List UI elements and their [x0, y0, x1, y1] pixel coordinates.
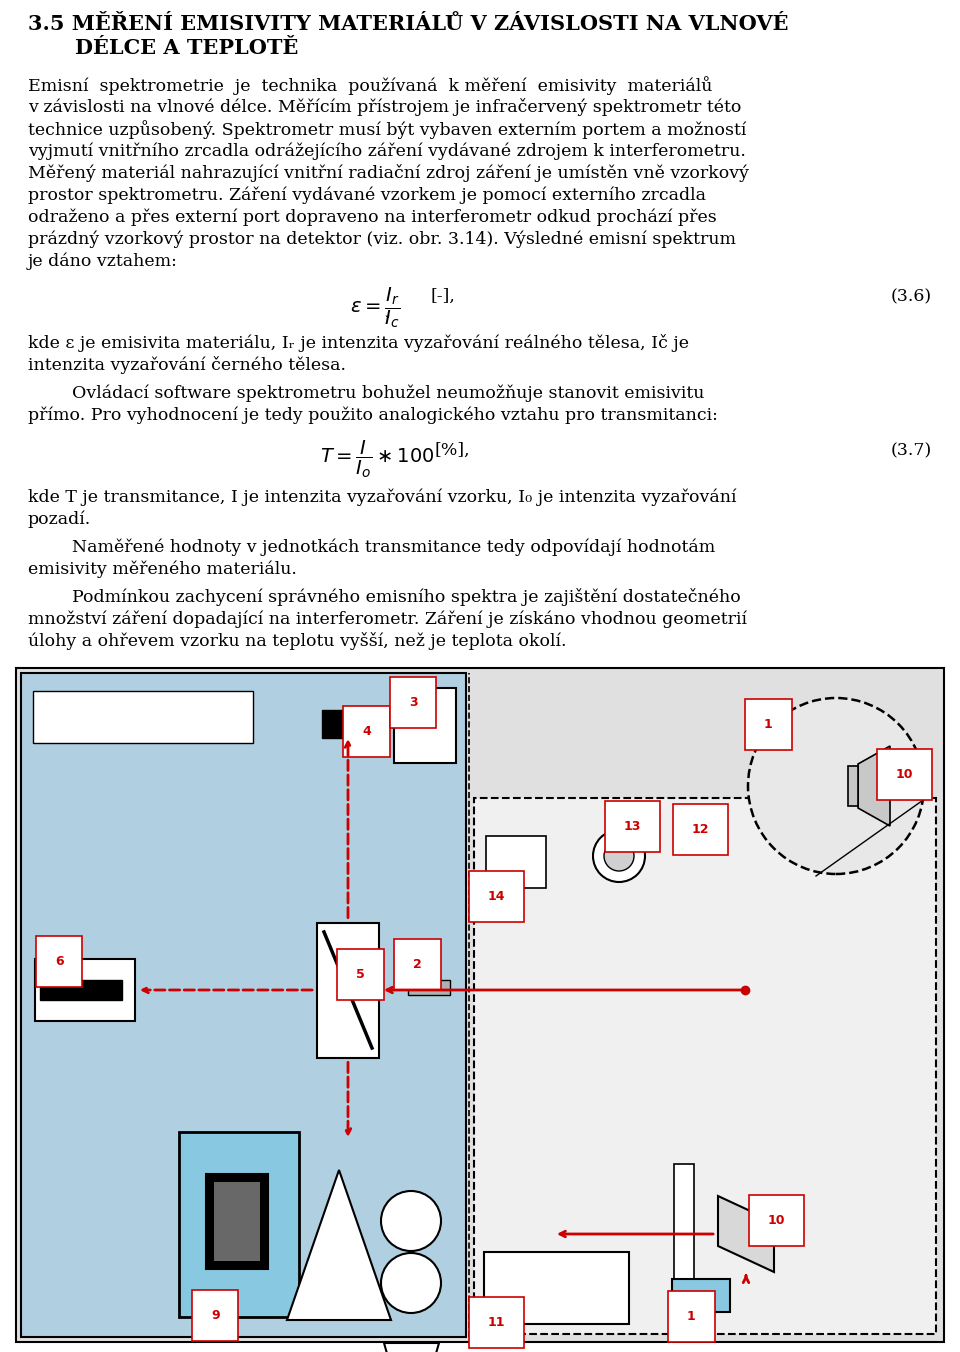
- Text: v závislosti na vlnové délce. Měřícím přístrojem je infračervený spektrometr tét: v závislosti na vlnové délce. Měřícím př…: [28, 97, 741, 116]
- Text: $\varepsilon = \dfrac{I_r}{I_{\check{c}}}$: $\varepsilon = \dfrac{I_r}{I_{\check{c}}…: [350, 285, 400, 330]
- Text: Podmínkou zachycení správného emisního spektra je zajištění dostatečného: Podmínkou zachycení správného emisního s…: [28, 588, 741, 606]
- Polygon shape: [858, 746, 890, 826]
- Bar: [322, 710, 374, 738]
- Bar: [484, 1252, 629, 1324]
- Text: 3: 3: [409, 696, 418, 708]
- Text: kde T je transmitance, I je intenzita vyzařování vzorku, I₀ je intenzita vyzařov: kde T je transmitance, I je intenzita vy…: [28, 488, 736, 506]
- Text: množství záření dopadající na interferometr. Záření je získáno vhodnou geometrií: množství záření dopadající na interferom…: [28, 610, 747, 627]
- Bar: [214, 1182, 260, 1261]
- Text: Naměřené hodnoty v jednotkách transmitance tedy odpovídají hodnotám: Naměřené hodnoty v jednotkách transmitan…: [28, 538, 715, 556]
- Text: prázdný vzorkový prostor na detektor (viz. obr. 3.14). Výsledné emisní spektrum: prázdný vzorkový prostor na detektor (vi…: [28, 230, 736, 247]
- Text: $T = \dfrac{I}{I_o} \ast 100$: $T = \dfrac{I}{I_o} \ast 100$: [320, 439, 435, 480]
- Bar: [16, 668, 944, 1343]
- Circle shape: [604, 841, 634, 871]
- Text: DÉLCE A TEPLOTĚ: DÉLCE A TEPLOTĚ: [75, 38, 299, 58]
- Text: 1: 1: [764, 718, 773, 731]
- Text: 9: 9: [211, 1309, 220, 1322]
- Text: Měřený materiál nahrazující vnitřní radiační zdroj záření je umístěn vně vzorkov: Měřený materiál nahrazující vnitřní radi…: [28, 164, 749, 183]
- Text: 14: 14: [488, 890, 506, 903]
- Text: 3.5 MĚŘENÍ EMISIVITY MATERIÁLŮ V ZÁVISLOSTI NA VLNOVÉ: 3.5 MĚŘENÍ EMISIVITY MATERIÁLŮ V ZÁVISLO…: [28, 14, 788, 34]
- Bar: [179, 1132, 299, 1317]
- Text: 5: 5: [356, 968, 365, 982]
- Text: kde ε je emisivita materiálu, Iᵣ je intenzita vyzařování reálného tělesa, Ič je: kde ε je emisivita materiálu, Iᵣ je inte…: [28, 334, 689, 352]
- Text: [%],: [%],: [435, 442, 470, 458]
- Bar: [35, 959, 135, 1021]
- Text: je dáno vztahem:: je dáno vztahem:: [28, 251, 178, 269]
- Text: technice uzpůsobený. Spektrometr musí být vybaven externím portem a možností: technice uzpůsobený. Spektrometr musí bý…: [28, 120, 746, 139]
- Circle shape: [381, 1191, 441, 1251]
- Bar: [317, 922, 379, 1057]
- Text: intenzita vyzařování černého tělesa.: intenzita vyzařování černého tělesa.: [28, 356, 346, 375]
- Text: 2: 2: [413, 959, 421, 971]
- Bar: [672, 1279, 730, 1311]
- Bar: [33, 691, 253, 744]
- Text: emisivity měřeného materiálu.: emisivity měřeného materiálu.: [28, 560, 297, 577]
- Text: 4: 4: [362, 725, 371, 738]
- Text: [-],: [-],: [430, 288, 455, 306]
- Text: 1: 1: [687, 1310, 696, 1324]
- Text: 10: 10: [896, 768, 914, 781]
- Circle shape: [381, 1253, 441, 1313]
- Text: pozadí.: pozadí.: [28, 510, 91, 527]
- Text: 6: 6: [55, 955, 63, 968]
- Text: (3.6): (3.6): [891, 288, 932, 306]
- Polygon shape: [287, 1169, 391, 1320]
- Text: (3.7): (3.7): [891, 442, 932, 458]
- Text: odraženo a přes externí port dopraveno na interferometr odkud prochází přes: odraženo a přes externí port dopraveno n…: [28, 208, 717, 226]
- Circle shape: [593, 830, 645, 882]
- Bar: [40, 980, 122, 1000]
- Text: Emisní  spektrometrie  je  technika  používaná  k měření  emisivity  materiálů: Emisní spektrometrie je technika používa…: [28, 76, 712, 95]
- Bar: [394, 688, 456, 763]
- Bar: [474, 798, 936, 1334]
- Text: 10: 10: [768, 1214, 785, 1228]
- Text: prostor spektrometru. Záření vydávané vzorkem je pomocí externího zrcadla: prostor spektrometru. Záření vydávané vz…: [28, 187, 706, 204]
- Bar: [206, 1174, 268, 1270]
- Text: úlohy a ohřevem vzorku na teplotu vyšší, než je teplota okolí.: úlohy a ohřevem vzorku na teplotu vyšší,…: [28, 631, 566, 650]
- Text: přímo. Pro vyhodnocení je tedy použito analogického vztahu pro transmitanci:: přímo. Pro vyhodnocení je tedy použito a…: [28, 406, 718, 423]
- Text: 13: 13: [624, 821, 641, 833]
- Text: Ovládací software spektrometru bohužel neumožňuje stanovit emisivitu: Ovládací software spektrometru bohužel n…: [28, 384, 705, 402]
- Bar: [486, 836, 546, 888]
- Text: 12: 12: [692, 823, 709, 836]
- Bar: [408, 980, 450, 995]
- Text: vyjmutí vnitřního zrcadla odrážejícího záření vydávané zdrojem k interferometru.: vyjmutí vnitřního zrcadla odrážejícího z…: [28, 142, 746, 160]
- Bar: [674, 1164, 694, 1279]
- Polygon shape: [718, 1197, 774, 1272]
- Bar: [21, 673, 466, 1337]
- Text: 11: 11: [488, 1315, 506, 1329]
- Circle shape: [748, 698, 924, 873]
- Bar: [848, 767, 858, 806]
- Polygon shape: [384, 1343, 439, 1352]
